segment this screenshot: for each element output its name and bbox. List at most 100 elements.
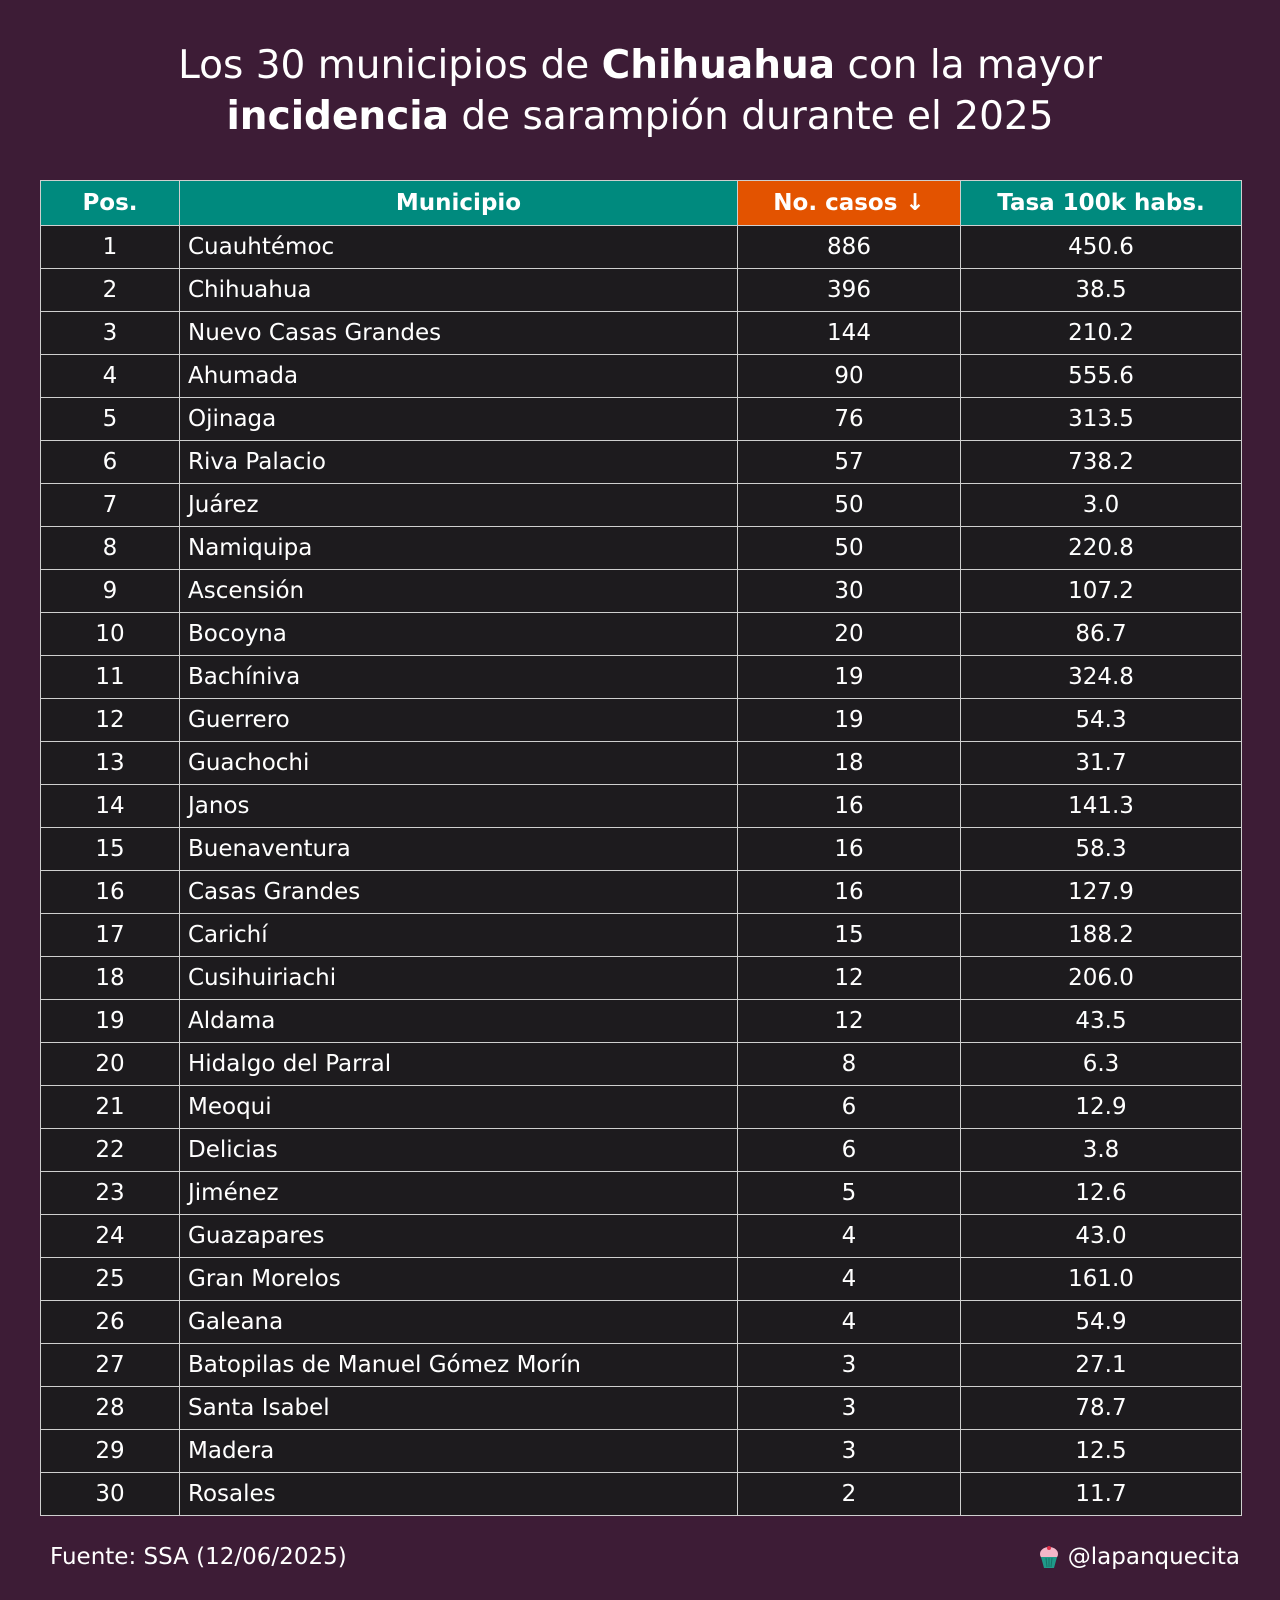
data-table-container: Pos. Municipio No. casos ↓ Tasa 100k hab… — [40, 180, 1242, 1516]
cell-position: 1 — [40, 225, 180, 269]
cell-rate: 161.0 — [960, 1257, 1242, 1301]
cell-rate: 54.3 — [960, 698, 1242, 742]
cell-rate: 78.7 — [960, 1386, 1242, 1430]
table-row: 26 Galeana 4 54.9 — [40, 1300, 1242, 1344]
cell-rate: 313.5 — [960, 397, 1242, 441]
cell-municipality: Rosales — [179, 1472, 738, 1516]
cell-municipality: Buenaventura — [179, 827, 738, 871]
cell-cases: 12 — [737, 956, 961, 1000]
table-row: 12 Guerrero 19 54.3 — [40, 698, 1242, 742]
cell-municipality: Bocoyna — [179, 612, 738, 656]
cell-cases: 90 — [737, 354, 961, 398]
cell-cases: 19 — [737, 655, 961, 699]
table-row: 28 Santa Isabel 3 78.7 — [40, 1386, 1242, 1430]
cell-position: 12 — [40, 698, 180, 742]
column-header-municipality[interactable]: Municipio — [179, 180, 738, 226]
cell-cases: 18 — [737, 741, 961, 785]
table-row: 7 Juárez 50 3.0 — [40, 483, 1242, 527]
cell-position: 30 — [40, 1472, 180, 1516]
cell-cases: 4 — [737, 1214, 961, 1258]
title-part: con la mayor — [835, 43, 1102, 88]
cell-municipality: Aldama — [179, 999, 738, 1043]
table-row: 4 Ahumada 90 555.6 — [40, 354, 1242, 398]
cell-position: 13 — [40, 741, 180, 785]
cell-cases: 30 — [737, 569, 961, 613]
cell-municipality: Chihuahua — [179, 268, 738, 312]
cell-municipality: Juárez — [179, 483, 738, 527]
cell-position: 21 — [40, 1085, 180, 1129]
cell-cases: 16 — [737, 784, 961, 828]
cell-cases: 16 — [737, 827, 961, 871]
column-header-rate[interactable]: Tasa 100k habs. — [960, 180, 1242, 226]
cell-municipality: Ahumada — [179, 354, 738, 398]
cell-municipality: Ojinaga — [179, 397, 738, 441]
cell-position: 7 — [40, 483, 180, 527]
column-header-position[interactable]: Pos. — [40, 180, 180, 226]
cell-rate: 738.2 — [960, 440, 1242, 484]
table-row: 1 Cuauhtémoc 886 450.6 — [40, 225, 1242, 269]
cell-municipality: Namiquipa — [179, 526, 738, 570]
cell-cases: 6 — [737, 1085, 961, 1129]
title-part: Los 30 municipios de — [178, 43, 602, 88]
cell-position: 27 — [40, 1343, 180, 1387]
cell-position: 2 — [40, 268, 180, 312]
cell-rate: 86.7 — [960, 612, 1242, 656]
table-row: 8 Namiquipa 50 220.8 — [40, 526, 1242, 570]
cell-position: 8 — [40, 526, 180, 570]
cell-cases: 4 — [737, 1257, 961, 1301]
cell-cases: 3 — [737, 1386, 961, 1430]
cell-municipality: Galeana — [179, 1300, 738, 1344]
cell-municipality: Delicias — [179, 1128, 738, 1172]
cell-cases: 8 — [737, 1042, 961, 1086]
cell-rate: 11.7 — [960, 1472, 1242, 1516]
cell-position: 24 — [40, 1214, 180, 1258]
cell-cases: 50 — [737, 526, 961, 570]
author-handle[interactable]: @lapanquecita — [1067, 1544, 1240, 1570]
cell-rate: 3.0 — [960, 483, 1242, 527]
cell-rate: 43.0 — [960, 1214, 1242, 1258]
author-credit: @lapanquecita — [1038, 1544, 1240, 1570]
table-row: 29 Madera 3 12.5 — [40, 1429, 1242, 1473]
cell-position: 20 — [40, 1042, 180, 1086]
cell-position: 3 — [40, 311, 180, 355]
title-part-bold: Chihuahua — [601, 43, 836, 88]
cell-municipality: Janos — [179, 784, 738, 828]
table-body: 1 Cuauhtémoc 886 450.6 2 Chihuahua 396 38.5 3 Nue… — [40, 225, 1242, 1516]
cell-rate: 6.3 — [960, 1042, 1242, 1086]
cell-rate: 210.2 — [960, 311, 1242, 355]
table-row: 25 Gran Morelos 4 161.0 — [40, 1257, 1242, 1301]
cell-municipality: Batopilas de Manuel Gómez Morín — [179, 1343, 738, 1387]
table-row: 14 Janos 16 141.3 — [40, 784, 1242, 828]
cell-position: 16 — [40, 870, 180, 914]
table-row: 18 Cusihuiriachi 12 206.0 — [40, 956, 1242, 1000]
cell-rate: 12.5 — [960, 1429, 1242, 1473]
table-row: 15 Buenaventura 16 58.3 — [40, 827, 1242, 871]
cell-position: 17 — [40, 913, 180, 957]
table-row: 2 Chihuahua 396 38.5 — [40, 268, 1242, 312]
table-row: 30 Rosales 2 11.7 — [40, 1472, 1242, 1516]
cell-municipality: Madera — [179, 1429, 738, 1473]
cell-rate: 27.1 — [960, 1343, 1242, 1387]
cell-municipality: Hidalgo del Parral — [179, 1042, 738, 1086]
table-row: 19 Aldama 12 43.5 — [40, 999, 1242, 1043]
table-header-row: Pos. Municipio No. casos ↓ Tasa 100k hab… — [40, 180, 1242, 226]
cell-cases: 2 — [737, 1472, 961, 1516]
cell-position: 4 — [40, 354, 180, 398]
cell-position: 22 — [40, 1128, 180, 1172]
cell-position: 23 — [40, 1171, 180, 1215]
cell-cases: 76 — [737, 397, 961, 441]
table-row: 17 Carichí 15 188.2 — [40, 913, 1242, 957]
cell-municipality: Guerrero — [179, 698, 738, 742]
cell-rate: 12.6 — [960, 1171, 1242, 1215]
cell-cases: 12 — [737, 999, 961, 1043]
cell-rate: 324.8 — [960, 655, 1242, 699]
column-header-cases-sorted[interactable]: No. casos ↓ — [737, 180, 961, 226]
cupcake-icon — [1038, 1545, 1060, 1569]
cell-rate: 127.9 — [960, 870, 1242, 914]
cell-cases: 15 — [737, 913, 961, 957]
cell-rate: 3.8 — [960, 1128, 1242, 1172]
data-table: Pos. Municipio No. casos ↓ Tasa 100k hab… — [40, 180, 1242, 1516]
cell-cases: 20 — [737, 612, 961, 656]
cell-cases: 16 — [737, 870, 961, 914]
cell-municipality: Cusihuiriachi — [179, 956, 738, 1000]
